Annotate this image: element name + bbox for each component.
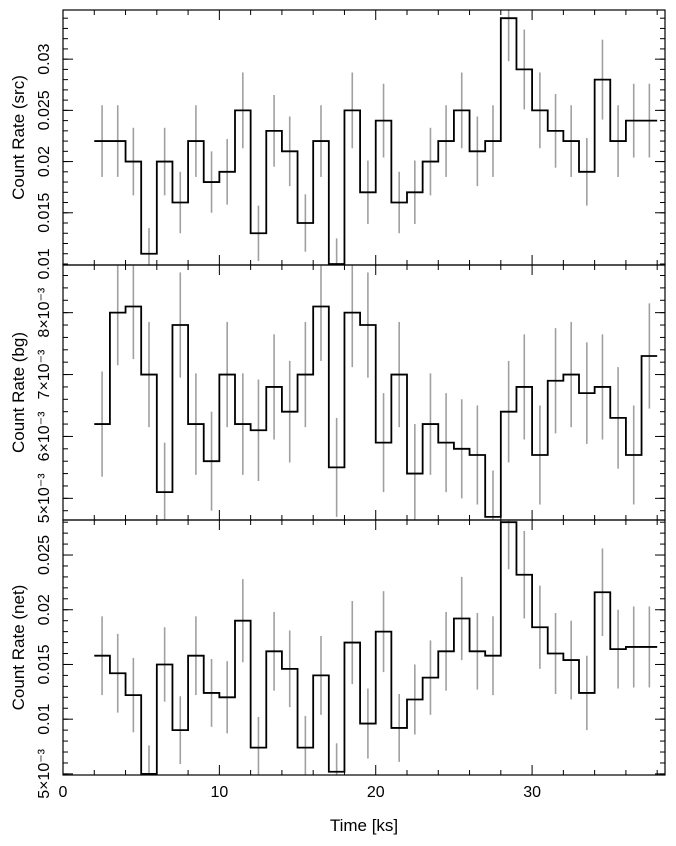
- y-tick-label-net-1: 0.01: [36, 704, 53, 735]
- panel-net: 5×10⁻³ 0.01 0.015 0.02 0.025 Count Rate (net)…: [9, 519, 666, 801]
- step-line-bg: [94, 305, 658, 518]
- y-axis-title-src: Count Rate (src): [9, 75, 28, 200]
- y-tick-label-bg-3: 8×10⁻³: [36, 287, 53, 337]
- y-tick-label-bg-0: 5×10⁻³: [36, 473, 53, 523]
- panel-bg: 5×10⁻³ 6×10⁻³ 7×10⁻³ 8×10⁻³ Count Rate (bg): [9, 264, 666, 523]
- x-axis-title: Time [ks]: [330, 816, 398, 835]
- y-tick-label-bg-1: 6×10⁻³: [36, 411, 53, 461]
- x-tick-label-1: 10: [210, 784, 228, 801]
- step-line-net: [94, 521, 658, 775]
- panels: 0.015 0.02 0.025 0.03 0.01 Count Rate (src) 5×…: [9, 9, 666, 801]
- y-tick-label-src-0: 0.015: [36, 193, 53, 233]
- y-axis-title-net: Count Rate (net): [9, 585, 28, 711]
- frame-bg: [62, 264, 666, 521]
- y-tick-label-net-0: 5×10⁻³: [36, 748, 53, 798]
- x-tick-label-3: 30: [523, 784, 541, 801]
- y-tick-label-net-4: 0.025: [36, 535, 53, 575]
- step-line-src: [94, 17, 658, 265]
- x-tick-label-0: 0: [59, 784, 68, 801]
- y-tick-label-src-2: 0.025: [36, 90, 53, 130]
- y-tick-label-src-3: 0.03: [36, 43, 53, 74]
- x-tick-label-2: 20: [367, 784, 385, 801]
- frame-src: [62, 9, 666, 266]
- y-tick-label-src-1: 0.02: [36, 146, 53, 177]
- y-tick-label-net-2: 0.015: [36, 644, 53, 684]
- panel-src: 0.015 0.02 0.025 0.03 0.01 Count Rate (src): [9, 9, 666, 280]
- y-axis-title-bg: Count Rate (bg): [9, 332, 28, 453]
- y-tick-label-bg-2: 7×10⁻³: [36, 349, 53, 399]
- y-tick-label-net-3: 0.02: [36, 594, 53, 625]
- y-tick-label-src-edge: 0.01: [36, 248, 53, 279]
- frame-net: [62, 519, 666, 776]
